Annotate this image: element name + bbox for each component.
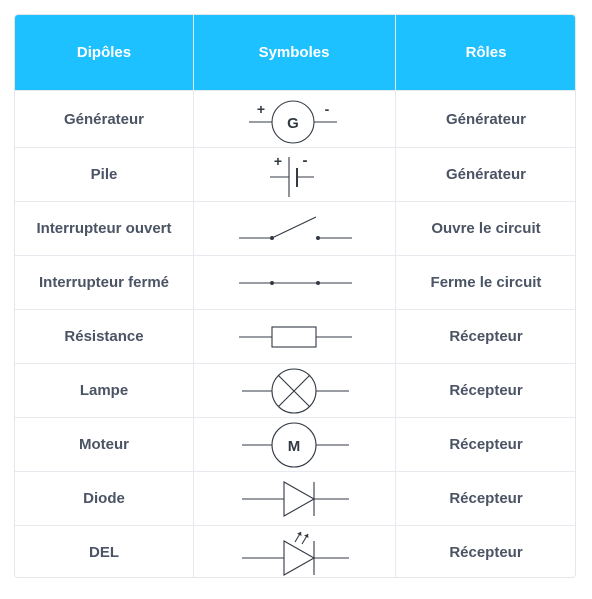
- table-row: Pile + - Générateur: [15, 147, 575, 201]
- role-text: Générateur: [445, 110, 527, 128]
- role-text: Ferme le circuit: [430, 274, 542, 291]
- role-text: Ouvre le circuit: [431, 220, 541, 237]
- dipole-name: Résistance: [64, 328, 144, 345]
- symbol-cell: G + -: [193, 91, 395, 147]
- svg-text:-: -: [303, 152, 308, 169]
- header-dipoles: Dipôles: [76, 44, 132, 61]
- table-row: Interrupteur ouvert Ouvre le circuit: [15, 201, 575, 255]
- resistor-symbol-icon: [239, 325, 352, 348]
- symbol-cell: [193, 310, 395, 363]
- table-row: Diode Récepteur: [15, 471, 575, 525]
- closed-switch-symbol-icon: [239, 280, 352, 285]
- dipole-name: Générateur: [63, 110, 145, 128]
- table-header: Dipôles Symboles Rôles: [15, 15, 575, 90]
- svg-text:+: +: [274, 153, 282, 169]
- symbol-cell: [193, 364, 395, 417]
- svg-text:M: M: [288, 438, 301, 455]
- svg-text:-: -: [325, 101, 330, 117]
- svg-text:G: G: [287, 115, 299, 132]
- symbol-cell: [193, 526, 395, 577]
- table-row: Générateur G + - Générateur: [15, 90, 575, 147]
- column-divider: [193, 15, 194, 577]
- header-roles: Rôles: [465, 44, 507, 61]
- symbol-cell: [193, 472, 395, 525]
- table-row: Interrupteur fermé Ferme le circuit: [15, 255, 575, 309]
- dipole-name: DEL: [89, 544, 119, 561]
- symbol-cell: [193, 256, 395, 309]
- role-text: Récepteur: [449, 328, 523, 345]
- dipole-name: Interrupteur fermé: [38, 274, 170, 291]
- lamp-symbol-icon: [242, 367, 349, 414]
- table-row: DEL Récepteur: [15, 525, 575, 577]
- battery-symbol-icon: + -: [270, 152, 314, 197]
- header-symboles: Symboles: [258, 44, 330, 61]
- column-divider: [395, 15, 396, 577]
- dipole-name: Interrupteur ouvert: [36, 220, 172, 237]
- dipole-name: Pile: [90, 166, 118, 183]
- dipole-name: Lampe: [79, 382, 129, 399]
- diode-symbol-icon: [242, 480, 349, 517]
- motor-symbol-icon: M: [242, 421, 349, 468]
- dipole-name: Moteur: [79, 436, 129, 453]
- role-text: Générateur: [445, 166, 527, 183]
- dipoles-table: Dipôles Symboles Rôles Générateur G + - …: [14, 14, 576, 578]
- table-row: Lampe Récepteur: [15, 363, 575, 417]
- led-symbol-icon: [242, 531, 349, 576]
- dipole-name: Diode: [83, 490, 125, 507]
- symbol-cell: + -: [193, 148, 395, 201]
- role-text: Récepteur: [449, 382, 523, 399]
- role-text: Récepteur: [449, 544, 523, 561]
- symbol-cell: [193, 202, 395, 255]
- open-switch-symbol-icon: [239, 216, 352, 240]
- table-row: Moteur M Récepteur: [15, 417, 575, 471]
- symbol-cell: M: [193, 418, 395, 471]
- table-row: Résistance Récepteur: [15, 309, 575, 363]
- role-text: Récepteur: [449, 436, 523, 453]
- role-text: Récepteur: [449, 490, 523, 507]
- svg-text:+: +: [257, 101, 265, 117]
- generator-symbol-icon: G + -: [249, 100, 337, 144]
